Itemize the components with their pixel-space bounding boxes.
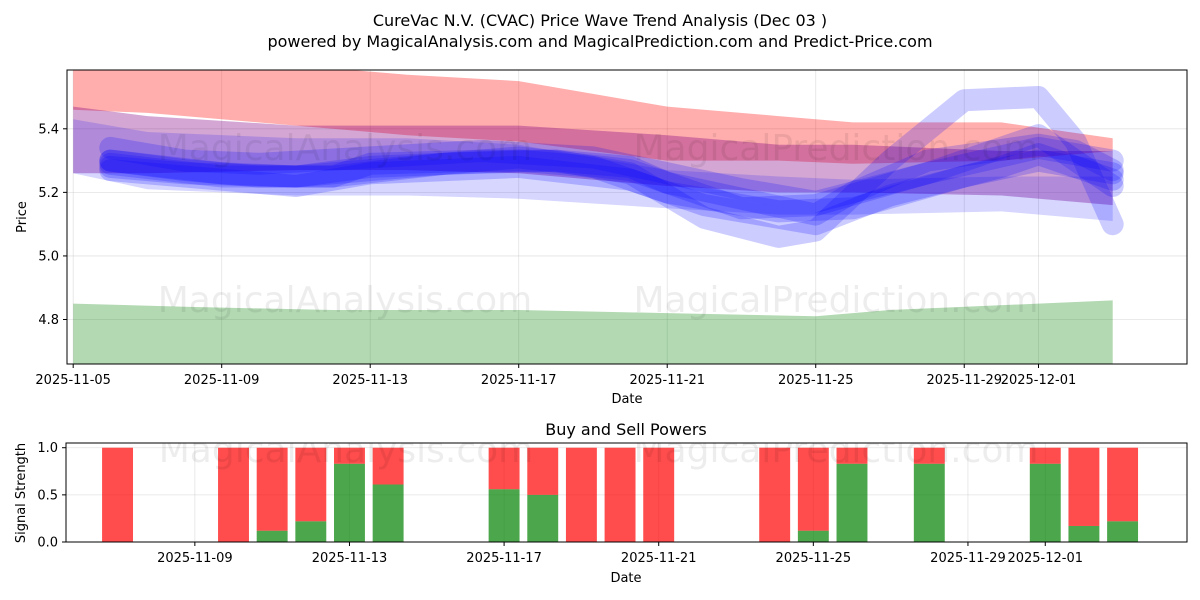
price-chart-panel: MagicalAnalysis.com MagicalPrediction.com… bbox=[15, 69, 1188, 407]
power-x-axis-label: Date bbox=[610, 571, 641, 586]
power-x-tick-label: 2025-12-01 bbox=[1007, 551, 1083, 566]
buy-bar bbox=[334, 463, 365, 542]
sell-bar bbox=[1068, 447, 1100, 526]
power-y-tick-label: 1.0 bbox=[37, 441, 58, 456]
sell-bar bbox=[1107, 447, 1139, 522]
wave-band-6 bbox=[99, 149, 1124, 223]
power-x-tick-label: 2025-11-13 bbox=[312, 551, 388, 566]
price-y-tick-label: 5.0 bbox=[38, 249, 59, 264]
sell-bar bbox=[643, 447, 675, 542]
price-y-tick-label: 5.4 bbox=[38, 122, 59, 137]
buy-bar bbox=[256, 530, 288, 542]
sell-bar bbox=[604, 447, 636, 542]
price-y-axis-label: Price bbox=[15, 201, 30, 233]
watermark-analysis: MagicalAnalysis.com bbox=[159, 430, 533, 471]
price-x-tick-label: 2025-12-01 bbox=[1001, 373, 1077, 388]
wave-band-1 bbox=[99, 133, 1124, 226]
watermark-prediction: MagicalPrediction.com bbox=[634, 280, 1039, 321]
watermark-analysis: MagicalAnalysis.com bbox=[158, 280, 532, 321]
power-axes-frame bbox=[65, 442, 1188, 543]
sell-bar bbox=[836, 447, 868, 464]
watermark-prediction: MagicalPrediction.com bbox=[634, 430, 1039, 471]
power-x-tick-label: 2025-11-21 bbox=[621, 551, 697, 566]
price-x-tick-label: 2025-11-29 bbox=[926, 373, 1002, 388]
price-axes-frame bbox=[66, 69, 1188, 365]
price-x-tick-label: 2025-11-09 bbox=[184, 373, 260, 388]
power-x-tick-label: 2025-11-17 bbox=[466, 551, 542, 566]
power-chart-title: Buy and Sell Powers bbox=[545, 420, 707, 439]
price-plot-area: MagicalAnalysis.com MagicalPrediction.com… bbox=[73, 70, 1124, 364]
wave-band-5 bbox=[99, 124, 1124, 220]
price-x-axis-label: Date bbox=[611, 392, 642, 407]
buy-bar bbox=[1029, 463, 1061, 542]
sell-bar bbox=[527, 447, 559, 495]
power-x-tick-label: 2025-11-25 bbox=[776, 551, 852, 566]
power-y-tick-label: 0.0 bbox=[37, 536, 58, 551]
price-y-tick-label: 4.8 bbox=[38, 313, 59, 328]
sell-bar bbox=[295, 447, 327, 522]
power-x-tick-label: 2025-11-29 bbox=[930, 551, 1006, 566]
sell-bar bbox=[913, 447, 945, 464]
buy-bar bbox=[295, 521, 327, 542]
wave-band-2 bbox=[99, 143, 1124, 236]
wave-band-4 bbox=[99, 86, 1124, 248]
power-x-tick-label: 2025-11-09 bbox=[157, 551, 233, 566]
sell-bar bbox=[102, 447, 134, 542]
watermark-prediction: MagicalPrediction.com bbox=[634, 128, 1039, 169]
power-y-tick-label: 0.5 bbox=[37, 488, 58, 503]
buy-bar bbox=[372, 484, 404, 542]
watermark-analysis: MagicalAnalysis.com bbox=[158, 128, 532, 169]
sell-bar bbox=[256, 447, 288, 531]
power-plot-area: MagicalAnalysis.com MagicalPrediction.com bbox=[102, 430, 1139, 542]
buy-bar bbox=[797, 530, 829, 542]
price-x-tick-label: 2025-11-13 bbox=[332, 373, 408, 388]
price-x-tick-label: 2025-11-17 bbox=[481, 373, 557, 388]
sell-bar bbox=[565, 447, 597, 542]
sell-bar bbox=[797, 447, 829, 531]
band-blue-envelope bbox=[73, 119, 1113, 221]
price-x-tick-label: 2025-11-25 bbox=[778, 373, 854, 388]
power-y-axis-label: Signal Strength bbox=[14, 443, 29, 543]
buy-bar bbox=[488, 489, 520, 542]
buy-bar bbox=[527, 494, 559, 542]
sell-bar bbox=[1029, 447, 1061, 464]
band-red bbox=[73, 70, 1113, 164]
sell-bar bbox=[372, 447, 404, 485]
band-green bbox=[73, 300, 1113, 364]
sell-bar bbox=[759, 447, 791, 542]
buy-bar bbox=[913, 463, 945, 542]
chart-subtitle: powered by MagicalAnalysis.com and Magic… bbox=[267, 32, 932, 51]
band-purple bbox=[73, 106, 1113, 206]
price-y-tick-label: 5.2 bbox=[38, 186, 59, 201]
buy-bar bbox=[836, 463, 868, 542]
wave-band-3 bbox=[99, 136, 1124, 213]
buy-bar bbox=[1107, 521, 1139, 542]
sell-bar bbox=[488, 447, 520, 490]
sell-bar bbox=[218, 447, 249, 542]
buy-bar bbox=[1068, 525, 1100, 542]
price-x-tick-label: 2025-11-21 bbox=[629, 373, 705, 388]
chart-title: CureVac N.V. (CVAC) Price Wave Trend Ana… bbox=[373, 11, 827, 30]
sell-bar bbox=[334, 447, 365, 464]
power-chart-panel: MagicalAnalysis.com MagicalPrediction.com… bbox=[14, 420, 1188, 586]
price-x-tick-label: 2025-11-05 bbox=[35, 373, 111, 388]
